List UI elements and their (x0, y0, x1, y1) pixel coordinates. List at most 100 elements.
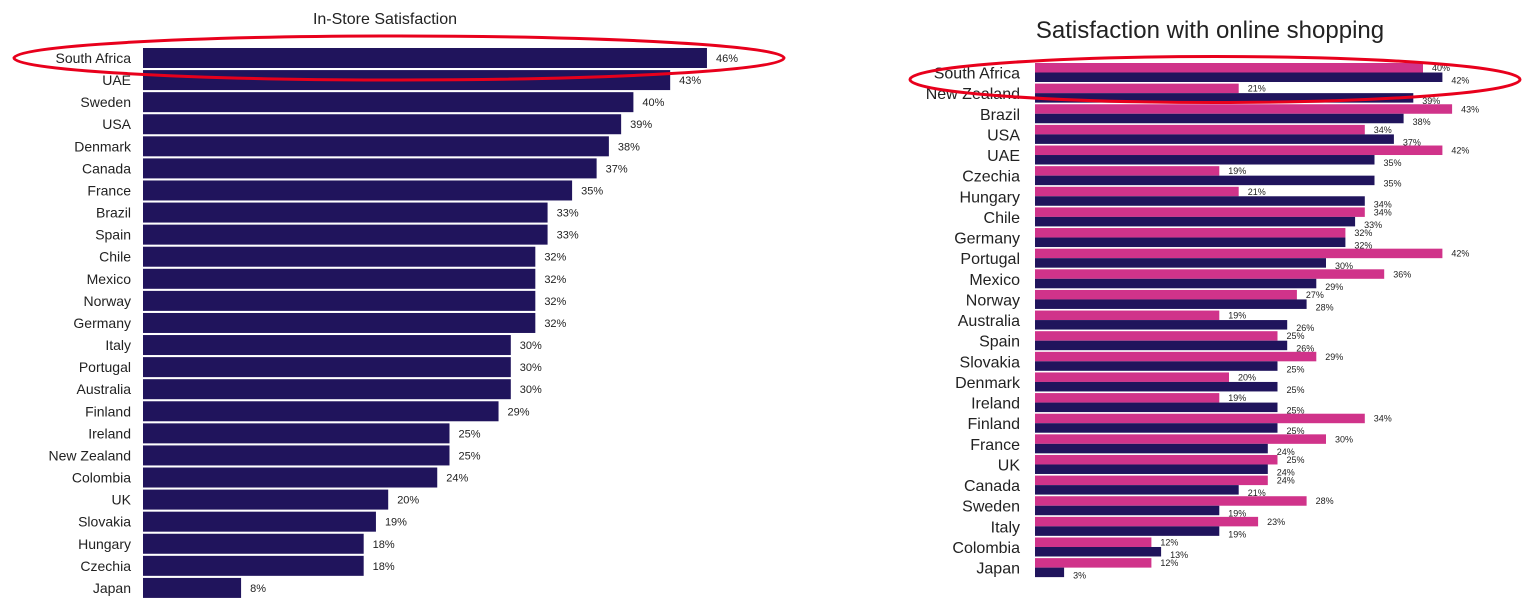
data-label: 29% (1325, 352, 1343, 362)
data-label: 38% (618, 141, 640, 153)
data-label: 36% (1393, 269, 1411, 279)
bar-series-pink-usa (1035, 124, 1365, 135)
category-label: Brazil (980, 107, 1020, 124)
category-label: Portugal (79, 359, 131, 375)
bar-denmark (143, 136, 609, 157)
data-label: 30% (520, 340, 542, 352)
category-label: Colombia (952, 540, 1020, 557)
data-label: 27% (1306, 290, 1324, 300)
category-label: Slovakia (960, 354, 1021, 371)
data-label: 42% (1451, 76, 1469, 86)
data-label: 12% (1160, 558, 1178, 568)
bar-series-dark-usa (1035, 134, 1394, 144)
bar-series-dark-italy (1035, 526, 1220, 536)
bar-series-dark-south-africa (1035, 72, 1443, 82)
bar-series-pink-mexico (1035, 269, 1385, 279)
category-label: Denmark (74, 138, 132, 154)
data-label: 25% (1287, 406, 1305, 416)
bar-series-dark-ireland (1035, 402, 1278, 413)
category-label: Ireland (971, 396, 1020, 413)
data-label: 18% (373, 539, 395, 551)
category-label: Brazil (96, 205, 131, 221)
data-label: 40% (1432, 63, 1450, 73)
bar-series-pink-new-zealand (1035, 83, 1239, 94)
data-label: 37% (606, 163, 628, 175)
bar-series-dark-france (1035, 443, 1268, 454)
bar-series-dark-japan (1035, 567, 1065, 578)
data-label: 19% (1228, 166, 1246, 176)
data-label: 25% (1287, 331, 1305, 341)
category-label: South Africa (56, 50, 132, 66)
chart-title-online: Satisfaction with online shopping (1036, 17, 1384, 44)
category-label: Denmark (955, 375, 1021, 392)
bar-australia (143, 379, 511, 400)
bar-series-dark-portugal (1035, 258, 1326, 268)
bar-series-pink-france (1035, 434, 1326, 444)
bar-series-dark-czechia (1035, 175, 1375, 186)
bar-series-dark-mexico (1035, 278, 1317, 289)
bar-series-dark-uk (1035, 464, 1268, 474)
bar-spain (143, 224, 548, 245)
category-label: UAE (102, 72, 131, 88)
bar-series-dark-spain (1035, 340, 1288, 351)
online-chart: South Africa 40%42%New Zealand 21%39%Brazi… (908, 55, 1522, 581)
category-label: Japan (93, 580, 131, 596)
bar-japan (143, 577, 242, 598)
data-label: 8% (250, 583, 266, 595)
category-label: Sweden (80, 94, 131, 110)
category-label: Italy (991, 519, 1020, 536)
data-label: 25% (1287, 364, 1305, 374)
bar-series-pink-slovakia (1035, 351, 1317, 362)
data-label: 24% (1277, 476, 1295, 486)
category-label: Colombia (72, 470, 131, 486)
data-label: 26% (1296, 323, 1314, 333)
data-label: 39% (630, 119, 652, 131)
bar-finland (143, 401, 499, 422)
category-label: South Africa (934, 66, 1020, 83)
bar-germany (143, 312, 536, 333)
bar-series-pink-portugal (1035, 248, 1443, 259)
bar-series-pink-colombia (1035, 537, 1152, 547)
bar-sweden (143, 92, 634, 113)
data-label: 32% (544, 274, 566, 286)
data-label: 35% (1384, 158, 1402, 168)
data-label: 34% (1374, 125, 1392, 135)
bar-series-dark-sweden (1035, 505, 1220, 516)
category-label: Norway (84, 293, 131, 309)
category-label: Germany (73, 315, 131, 331)
data-label: 35% (1384, 179, 1402, 189)
data-label: 32% (544, 318, 566, 330)
data-label: 21% (1248, 187, 1266, 197)
bar-south-africa (143, 48, 707, 68)
data-label: 28% (1316, 496, 1334, 506)
category-label: Germany (954, 231, 1020, 248)
data-label: 25% (1287, 426, 1305, 436)
bar-slovakia (143, 511, 376, 532)
data-label: 42% (1451, 146, 1469, 156)
category-label: Finland (85, 403, 131, 419)
data-label: 32% (544, 252, 566, 264)
bar-series-pink-uk (1035, 454, 1278, 465)
bar-czechia (143, 555, 364, 576)
data-label: 18% (373, 561, 395, 573)
category-label: UK (112, 492, 132, 508)
bar-series-dark-colombia (1035, 546, 1162, 557)
data-label: 29% (508, 406, 530, 418)
bar-series-pink-italy (1035, 516, 1259, 527)
bar-italy (143, 335, 511, 356)
data-label: 19% (1228, 393, 1246, 403)
data-label: 13% (1170, 550, 1188, 560)
chart-title-in-store: In-Store Satisfaction (313, 11, 457, 28)
data-label: 34% (1374, 414, 1392, 424)
bar-new-zealand (143, 445, 450, 466)
bar-series-dark-canada (1035, 485, 1239, 495)
category-label: Canada (964, 478, 1020, 495)
bar-series-pink-canada (1035, 475, 1268, 486)
bar-series-pink-germany (1035, 228, 1346, 238)
category-label: UK (998, 457, 1021, 474)
category-label: Hungary (78, 536, 131, 552)
bar-series-pink-chile (1035, 207, 1365, 217)
bar-colombia (143, 467, 438, 488)
data-label: 19% (1228, 509, 1246, 519)
